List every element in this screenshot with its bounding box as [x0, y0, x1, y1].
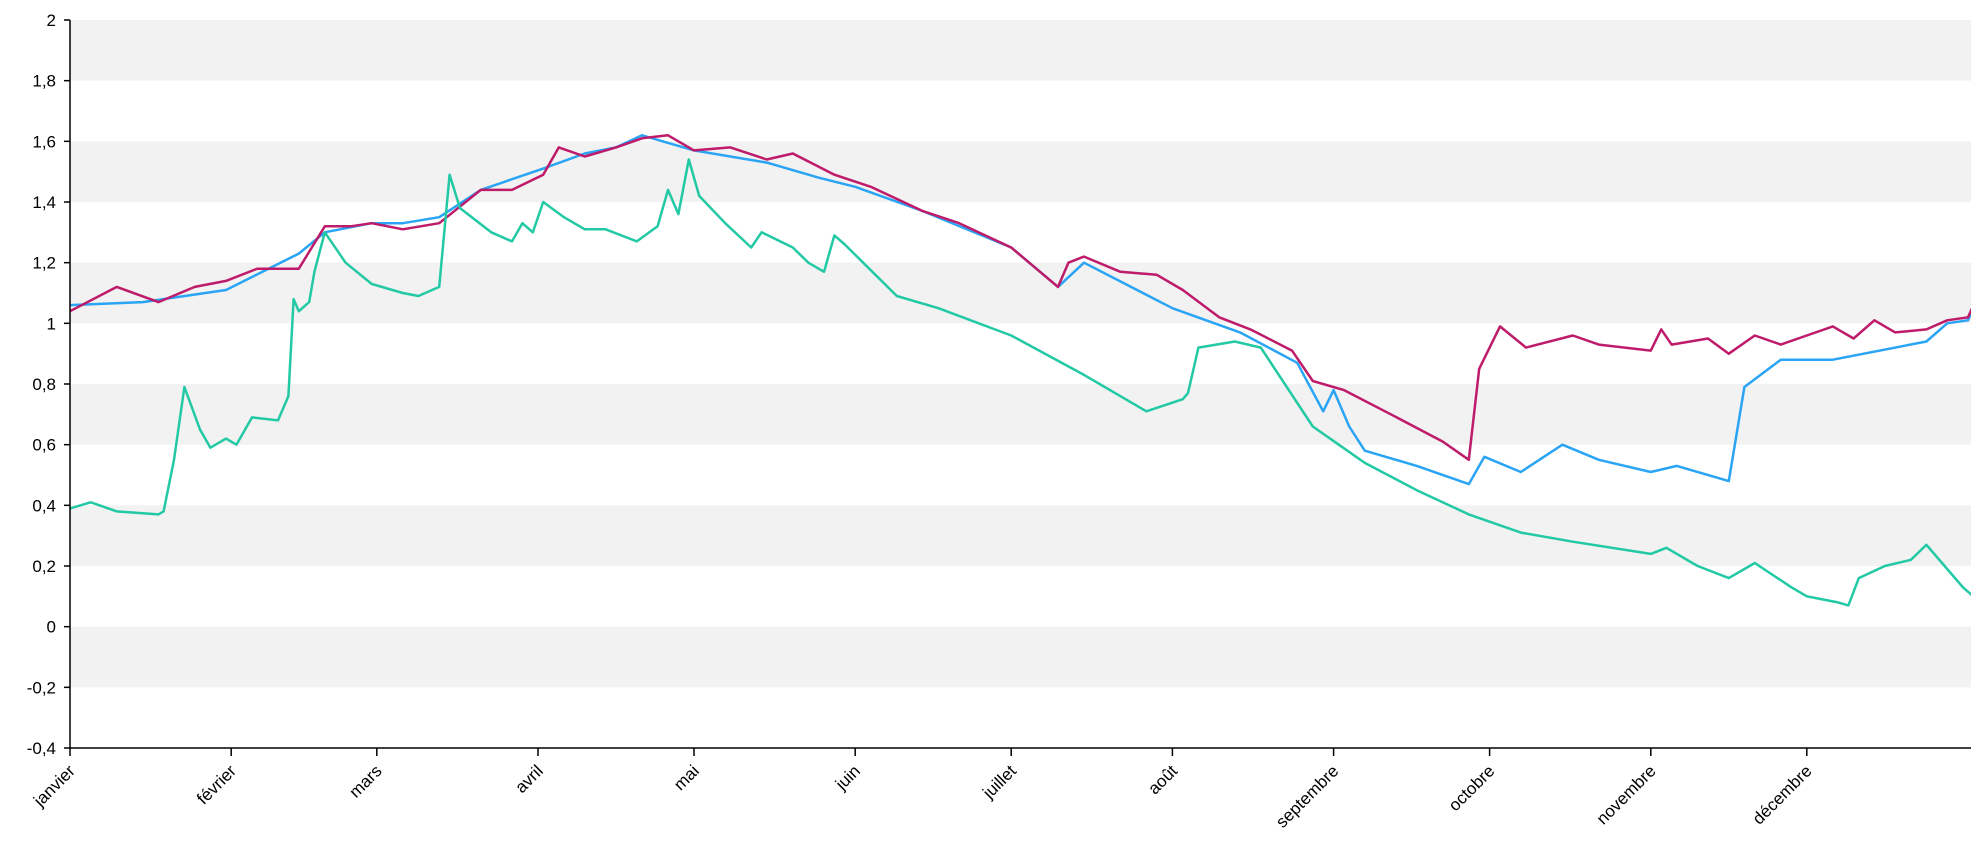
y-tick-label: 0 — [47, 618, 56, 637]
y-tick-label: 0,6 — [32, 436, 56, 455]
x-tick-label: novembre — [1593, 761, 1660, 828]
y-tick-label: 1,4 — [32, 193, 56, 212]
x-tick-label: février — [193, 761, 240, 808]
grid-bands — [70, 20, 1971, 688]
y-axis-ticks: 2 1,8 1,6 1,4 1,2 1 0,8 0,6 0,4 0,2 0 -0,2 -0,4 — [27, 11, 70, 758]
x-tick-label: juin — [831, 761, 864, 794]
series-lines — [69, 134, 1971, 607]
grid-band — [70, 141, 1971, 202]
series-line-3 — [69, 158, 1971, 607]
y-tick-label: 0,8 — [32, 375, 56, 394]
y-tick-label: 1 — [47, 314, 56, 333]
y-tick-label: 1,6 — [32, 132, 56, 151]
series-line-2 — [69, 134, 1971, 462]
series-line-1 — [69, 134, 1971, 486]
y-tick-label: 0,4 — [32, 496, 56, 515]
x-tick-label: juillet — [978, 761, 1020, 803]
grid-band — [70, 20, 1971, 81]
y-tick-label: 0,2 — [32, 557, 56, 576]
grid-band — [70, 626, 1971, 688]
x-tick-label: avril — [511, 761, 546, 796]
grid-band — [70, 384, 1971, 445]
grid-band — [70, 262, 1971, 324]
y-tick-label: 2 — [47, 11, 56, 30]
x-tick-label: décembre — [1749, 761, 1816, 828]
x-tick-label: octobre — [1445, 761, 1499, 815]
x-tick-label: janvier — [29, 761, 79, 811]
y-tick-label: -0,2 — [27, 678, 56, 697]
x-tick-label: mai — [670, 761, 703, 794]
x-tick-label: août — [1144, 761, 1181, 798]
x-tick-label: mars — [345, 761, 385, 801]
y-tick-label: 1,8 — [32, 72, 56, 91]
y-tick-label: -0,4 — [27, 739, 56, 758]
y-tick-label: 1,2 — [32, 254, 56, 273]
grid-band — [70, 505, 1971, 566]
x-axis-ticks: janvier février mars avril mai juin juillet aoû… — [29, 748, 1816, 832]
x-tick-label: septembre — [1272, 761, 1342, 831]
